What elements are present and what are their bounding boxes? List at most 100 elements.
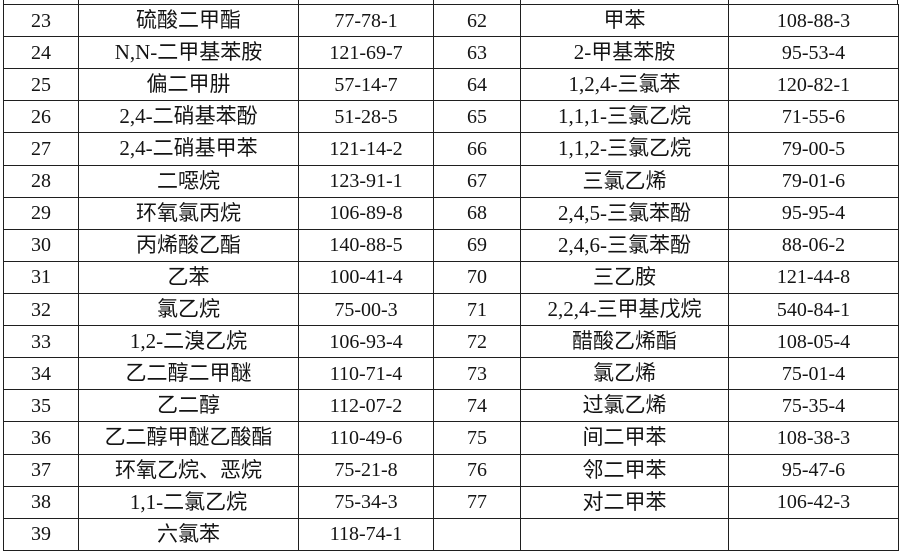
row-number-cell: 75: [433, 421, 521, 455]
table-row: 33 1,2-二溴乙烷 106-93-4 72 醋酸乙烯酯 108-05-4: [3, 325, 899, 359]
cas-number-cell: 71-55-6: [728, 100, 899, 134]
row-number-cell: 32: [3, 292, 79, 327]
row-number-cell: 28: [3, 164, 79, 198]
row-number-cell: 26: [3, 100, 79, 134]
row-number-cell: 70: [433, 260, 521, 294]
table-row: 23 硫酸二甲酯 77-78-1 62 甲苯 108-88-3: [3, 3, 899, 38]
chemical-name-cell: 2,2,4-三甲基戊烷: [520, 292, 729, 327]
row-number-cell: 73: [433, 357, 521, 391]
cas-number-cell: 106-93-4: [298, 325, 434, 359]
table-row: 32 氯乙烷 75-00-3 71 2,2,4-三甲基戊烷 540-84-1: [3, 292, 899, 327]
row-number-cell: 31: [3, 260, 79, 294]
chemical-name-cell: 二噁烷: [78, 164, 299, 198]
chemical-name-cell: 三乙胺: [520, 260, 729, 294]
chemical-name-cell: 1,2,4-三氯苯: [520, 68, 729, 102]
chemical-name-cell: 2,4-二硝基苯酚: [78, 100, 299, 134]
row-number-cell: 64: [433, 68, 521, 102]
table-row: 31 乙苯 100-41-4 70 三乙胺 121-44-8: [3, 260, 899, 294]
chemical-name-cell: 环氧氯丙烷: [78, 196, 299, 230]
row-number-cell: 77: [433, 485, 521, 519]
cas-number-cell: 57-14-7: [298, 68, 434, 102]
row-number-cell: 30: [3, 228, 79, 262]
chemical-name-cell: 过氯乙烯: [520, 389, 729, 423]
row-number-cell: 72: [433, 325, 521, 359]
row-number-cell: 76: [433, 453, 521, 487]
chemical-name-cell: 乙二醇二甲醚: [78, 357, 299, 391]
row-number-cell: 36: [3, 421, 79, 455]
row-number-cell: 35: [3, 389, 79, 423]
row-number-cell: 65: [433, 100, 521, 134]
row-number-cell: 27: [3, 132, 79, 166]
chemical-name-cell: N,N-二甲基苯胺: [78, 36, 299, 70]
row-number-cell: 69: [433, 228, 521, 262]
row-number-cell: 33: [3, 325, 79, 359]
cas-number-cell: 140-88-5: [298, 228, 434, 262]
cas-number-cell: 110-49-6: [298, 421, 434, 455]
cas-number-cell: 123-91-1: [298, 164, 434, 198]
row-number-cell: 63: [433, 36, 521, 70]
chemical-name-cell: 丙烯酸乙酯: [78, 228, 299, 262]
row-number-cell: 23: [3, 3, 79, 38]
table-row: 30 丙烯酸乙酯 140-88-5 69 2,4,6-三氯苯酚 88-06-2: [3, 228, 899, 262]
chemical-name-cell: 三氯乙烯: [520, 164, 729, 198]
row-number-cell: 37: [3, 453, 79, 487]
table-border-remnant: [433, 0, 434, 5]
table-row: 29 环氧氯丙烷 106-89-8 68 2,4,5-三氯苯酚 95-95-4: [3, 196, 899, 230]
table-border-remnant: [3, 0, 4, 5]
chemical-name-cell: 氯乙烷: [78, 292, 299, 327]
cas-number-cell: 108-05-4: [728, 325, 899, 359]
cas-number-cell: 79-01-6: [728, 164, 899, 198]
row-number-cell: 66: [433, 132, 521, 166]
chemical-cas-table: 23 硫酸二甲酯 77-78-1 62 甲苯 108-88-3 24 N,N-二甲基苯胺 121…: [3, 3, 899, 552]
chemical-name-cell: 硫酸二甲酯: [78, 3, 299, 38]
chemical-name-cell: 甲苯: [520, 3, 729, 38]
chemical-name-cell: 1,2-二溴乙烷: [78, 325, 299, 359]
table-border-remnant: [298, 0, 299, 5]
row-number-cell: 39: [3, 517, 79, 552]
table-row: 28 二噁烷 123-91-1 67 三氯乙烯 79-01-6: [3, 164, 899, 198]
row-number-cell: 25: [3, 68, 79, 102]
table-border-remnant: [520, 0, 521, 5]
row-number-cell: 62: [433, 3, 521, 38]
cas-number-cell: 77-78-1: [298, 3, 434, 38]
chemical-name-cell: 对二甲苯: [520, 485, 729, 519]
chemical-name-cell: 间二甲苯: [520, 421, 729, 455]
cas-number-cell: 540-84-1: [728, 292, 899, 327]
table-row: 34 乙二醇二甲醚 110-71-4 73 氯乙烯 75-01-4: [3, 357, 899, 391]
cas-number-cell: 112-07-2: [298, 389, 434, 423]
row-number-cell: 74: [433, 389, 521, 423]
table-row: 38 1,1-二氯乙烷 75-34-3 77 对二甲苯 106-42-3: [3, 485, 899, 519]
cas-number-cell: 75-35-4: [728, 389, 899, 423]
cas-number-cell: 95-47-6: [728, 453, 899, 487]
cas-number-cell: 106-42-3: [728, 485, 899, 519]
table-border-remnant: [728, 0, 729, 5]
row-number-cell: 68: [433, 196, 521, 230]
cas-number-cell: 75-21-8: [298, 453, 434, 487]
table-border-remnant: [897, 0, 898, 5]
cas-number-cell: 79-00-5: [728, 132, 899, 166]
cas-number-cell: 106-89-8: [298, 196, 434, 230]
cas-number-cell: 75-01-4: [728, 357, 899, 391]
cas-number-cell: 121-44-8: [728, 260, 899, 294]
cas-number-cell: 118-74-1: [298, 517, 434, 552]
row-number-cell: 38: [3, 485, 79, 519]
table-border-remnant: [78, 0, 79, 5]
chemical-name-cell: 偏二甲肼: [78, 68, 299, 102]
row-number-cell: 67: [433, 164, 521, 198]
chemical-name-cell: 醋酸乙烯酯: [520, 325, 729, 359]
table-row: 24 N,N-二甲基苯胺 121-69-7 63 2-甲基苯胺 95-53-4: [3, 36, 899, 70]
cas-number-cell: 110-71-4: [298, 357, 434, 391]
cas-number-cell: 95-95-4: [728, 196, 899, 230]
row-number-cell: 71: [433, 292, 521, 327]
chemical-name-cell: 环氧乙烷、恶烷: [78, 453, 299, 487]
chemical-name-cell: 氯乙烯: [520, 357, 729, 391]
chemical-name-cell: 乙苯: [78, 260, 299, 294]
chemical-name-cell: 乙二醇: [78, 389, 299, 423]
row-number-cell: 24: [3, 36, 79, 70]
cas-number-cell: 120-82-1: [728, 68, 899, 102]
cas-number-cell: 108-38-3: [728, 421, 899, 455]
cas-number-cell: 100-41-4: [298, 260, 434, 294]
cas-number-cell: 75-34-3: [298, 485, 434, 519]
cas-number-cell: 95-53-4: [728, 36, 899, 70]
cas-number-cell: 88-06-2: [728, 228, 899, 262]
